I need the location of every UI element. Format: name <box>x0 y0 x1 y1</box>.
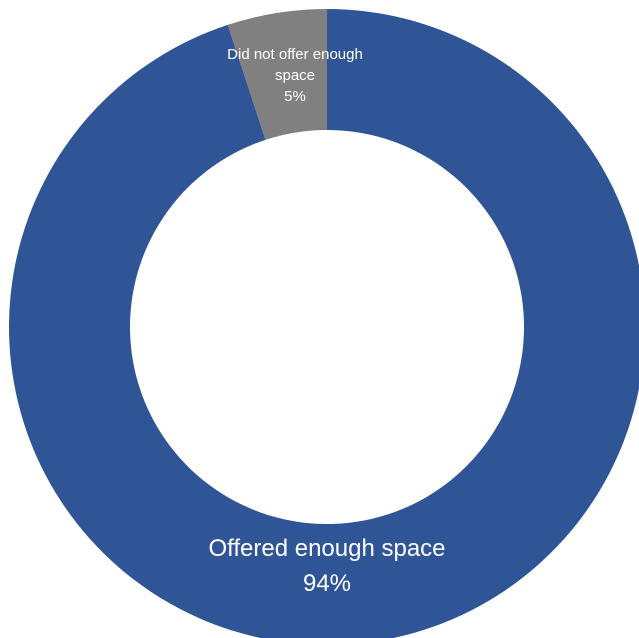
slice-offered-enough-space <box>9 9 639 638</box>
slice-label-line: 94% <box>303 570 351 597</box>
slice-label-did-not-offer-enough-space: Did not offer enough space 5% <box>227 46 363 105</box>
slice-label-offered-enough-space: Offered enough space 94% <box>208 535 445 597</box>
labels-layer: Offered enough space 94% Did not offer eno… <box>208 46 445 597</box>
slice-label-line: 5% <box>284 88 306 105</box>
slice-did-not-offer-enough-space <box>227 9 327 140</box>
slice-label-line: Offered enough space <box>208 535 445 562</box>
slice-label-line: space <box>275 67 315 84</box>
slice-label-line: Did not offer enough <box>227 46 363 63</box>
slices-layer <box>9 9 639 638</box>
